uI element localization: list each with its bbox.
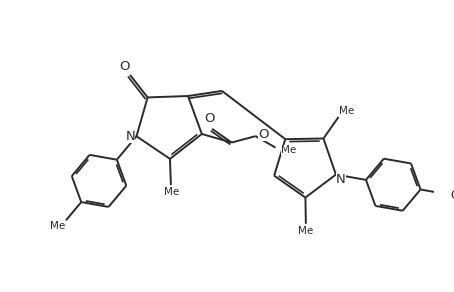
Text: N: N <box>336 173 345 186</box>
Text: O: O <box>119 60 129 73</box>
Text: Me: Me <box>164 187 179 197</box>
Text: Me: Me <box>339 106 354 116</box>
Text: Cl: Cl <box>450 189 454 202</box>
Text: N: N <box>125 130 135 143</box>
Text: O: O <box>258 128 269 141</box>
Text: Me: Me <box>298 226 314 236</box>
Text: O: O <box>204 112 215 125</box>
Text: Me: Me <box>281 145 296 155</box>
Text: Me: Me <box>49 221 65 231</box>
